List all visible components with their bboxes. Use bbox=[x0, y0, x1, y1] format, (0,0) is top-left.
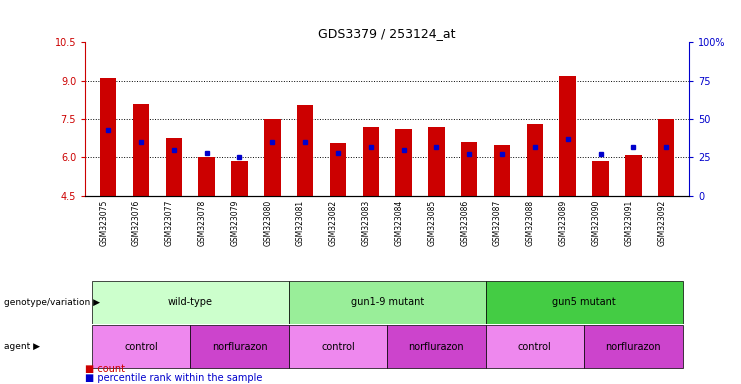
Text: GSM323087: GSM323087 bbox=[493, 200, 502, 246]
Bar bbox=[289, 281, 485, 324]
Bar bbox=[485, 281, 682, 324]
Text: wild-type: wild-type bbox=[167, 297, 213, 308]
Text: GSM323082: GSM323082 bbox=[329, 200, 338, 246]
Bar bbox=[592, 161, 608, 196]
Text: control: control bbox=[518, 341, 552, 352]
Text: GSM323084: GSM323084 bbox=[395, 200, 404, 246]
Bar bbox=[133, 104, 149, 196]
Text: norflurazon: norflurazon bbox=[212, 341, 268, 352]
Text: control: control bbox=[124, 341, 158, 352]
Bar bbox=[584, 325, 682, 368]
Bar bbox=[92, 281, 289, 324]
Bar bbox=[264, 119, 281, 196]
Text: norflurazon: norflurazon bbox=[408, 341, 464, 352]
Text: GSM323081: GSM323081 bbox=[296, 200, 305, 246]
Text: gun5 mutant: gun5 mutant bbox=[552, 297, 616, 308]
Bar bbox=[166, 138, 182, 196]
Text: GSM323080: GSM323080 bbox=[263, 200, 272, 246]
Bar bbox=[289, 325, 388, 368]
Bar bbox=[388, 325, 485, 368]
Text: GSM323078: GSM323078 bbox=[198, 200, 207, 246]
Bar bbox=[658, 119, 674, 196]
Text: genotype/variation ▶: genotype/variation ▶ bbox=[4, 298, 100, 307]
Bar bbox=[494, 145, 511, 196]
Bar bbox=[559, 76, 576, 196]
Bar bbox=[100, 78, 116, 196]
Bar bbox=[428, 127, 445, 196]
Bar bbox=[190, 325, 289, 368]
Bar bbox=[199, 157, 215, 196]
Text: GSM323091: GSM323091 bbox=[625, 200, 634, 246]
Bar bbox=[231, 161, 247, 196]
Text: ■ count: ■ count bbox=[85, 364, 125, 374]
Text: GSM323075: GSM323075 bbox=[99, 200, 108, 247]
Bar bbox=[485, 325, 584, 368]
Text: gun1-9 mutant: gun1-9 mutant bbox=[350, 297, 424, 308]
Text: control: control bbox=[321, 341, 355, 352]
Text: GSM323079: GSM323079 bbox=[230, 200, 239, 247]
Bar bbox=[297, 105, 313, 196]
Text: agent ▶: agent ▶ bbox=[4, 342, 40, 351]
Bar bbox=[396, 129, 412, 196]
Text: GSM323076: GSM323076 bbox=[132, 200, 141, 247]
Bar bbox=[362, 127, 379, 196]
Bar bbox=[527, 124, 543, 196]
Bar bbox=[461, 142, 477, 196]
Text: GSM323086: GSM323086 bbox=[460, 200, 469, 246]
Bar bbox=[92, 325, 190, 368]
Bar bbox=[625, 155, 642, 196]
Title: GDS3379 / 253124_at: GDS3379 / 253124_at bbox=[319, 26, 456, 40]
Text: ■ percentile rank within the sample: ■ percentile rank within the sample bbox=[85, 373, 262, 383]
Text: GSM323089: GSM323089 bbox=[559, 200, 568, 246]
Text: GSM323077: GSM323077 bbox=[165, 200, 174, 247]
Text: GSM323083: GSM323083 bbox=[362, 200, 370, 246]
Text: norflurazon: norflurazon bbox=[605, 341, 661, 352]
Text: GSM323088: GSM323088 bbox=[526, 200, 535, 246]
Text: GSM323092: GSM323092 bbox=[657, 200, 666, 246]
Bar bbox=[330, 143, 346, 196]
Text: GSM323090: GSM323090 bbox=[591, 200, 600, 247]
Text: GSM323085: GSM323085 bbox=[428, 200, 436, 246]
